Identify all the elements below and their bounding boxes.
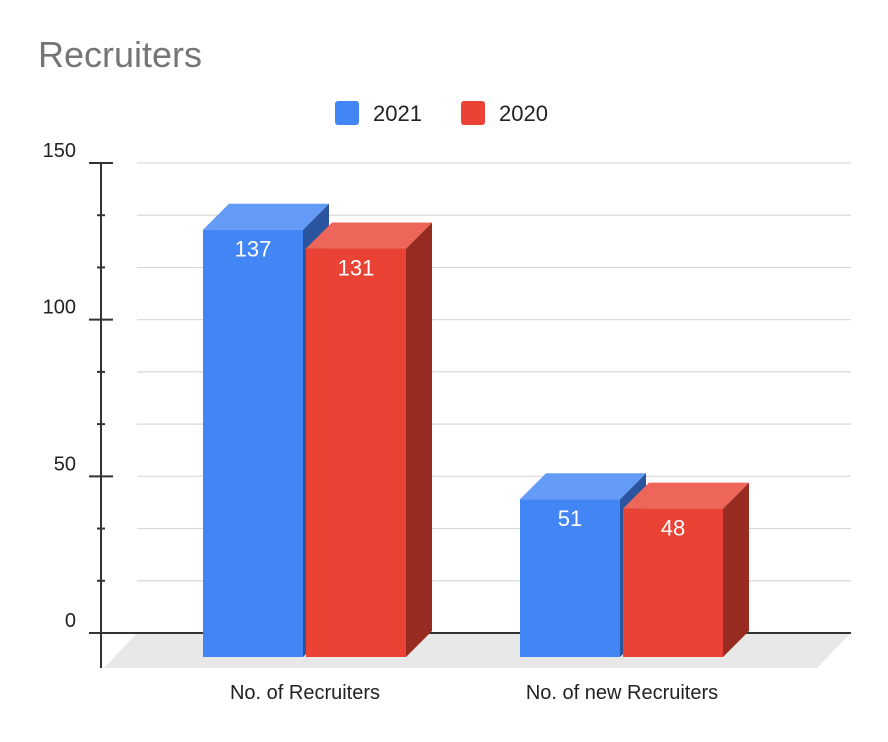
bar-2020-1: 131 xyxy=(306,222,432,658)
bar-front-face xyxy=(306,248,406,658)
bar-side-face xyxy=(723,482,749,657)
bar-front-face xyxy=(203,229,303,657)
legend-swatch-2021 xyxy=(335,101,359,125)
legend-swatch-2020 xyxy=(461,101,485,125)
y-tick-label: 100 xyxy=(43,297,76,319)
bar-front-face xyxy=(520,499,620,657)
bar-top-face xyxy=(623,482,749,509)
legend-label-2021: 2021 xyxy=(373,101,422,126)
bar-top-face xyxy=(203,203,329,230)
x-category-label: No. of new Recruiters xyxy=(526,682,718,704)
data-label: 48 xyxy=(661,516,685,541)
legend-label-2020: 2020 xyxy=(499,101,548,126)
bar-side-face xyxy=(406,222,432,658)
data-label: 51 xyxy=(558,506,582,531)
y-tick-label: 50 xyxy=(54,453,76,475)
chart-title: Recruiters xyxy=(38,34,203,75)
y-tick-label: 150 xyxy=(43,140,76,162)
data-label: 137 xyxy=(235,237,272,262)
bar-2020-2: 48 xyxy=(623,482,749,657)
data-label: 131 xyxy=(338,256,375,281)
bar-front-face xyxy=(623,508,723,657)
x-category-label: No. of Recruiters xyxy=(230,682,380,704)
y-tick-label: 0 xyxy=(65,610,76,632)
bar-top-face xyxy=(306,222,432,249)
bar-top-face xyxy=(520,473,646,500)
